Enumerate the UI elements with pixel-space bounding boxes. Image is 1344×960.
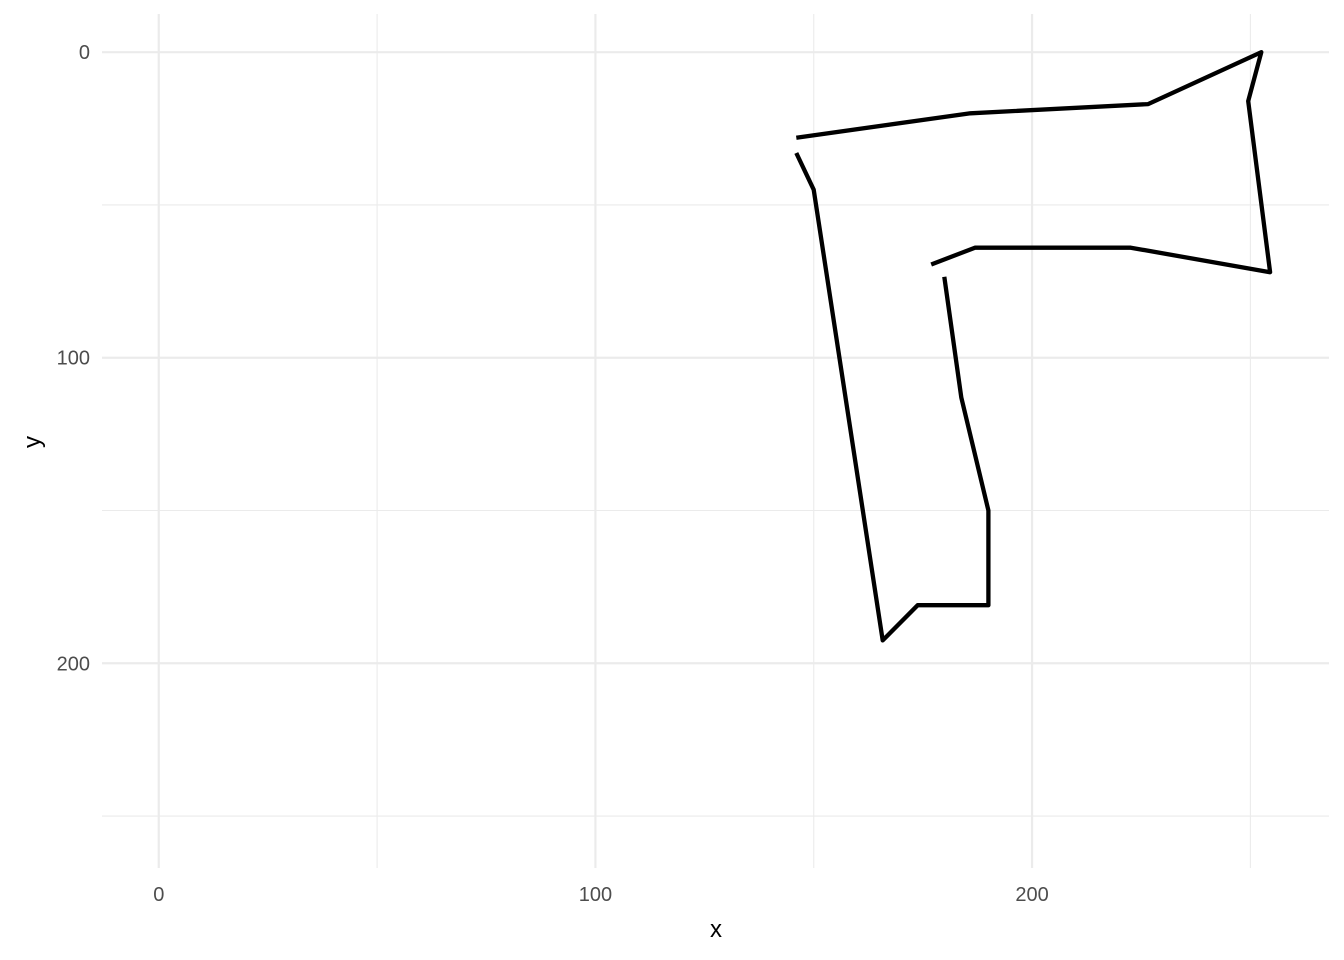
major-gridlines (102, 14, 1329, 868)
y-axis-title: y (19, 436, 46, 448)
series-line-2 (794, 152, 991, 643)
x-axis-ticks: 0 100 200 (153, 884, 1049, 906)
y-tick-label: 0 (79, 42, 90, 64)
series-layer (794, 50, 1273, 643)
x-tick-label: 100 (579, 884, 612, 906)
minor-gridlines (102, 14, 1329, 868)
y-tick-label: 100 (57, 348, 90, 370)
x-tick-label: 0 (153, 884, 164, 906)
x-tick-label: 200 (1015, 884, 1048, 906)
y-axis-ticks: 0 100 200 (57, 42, 90, 675)
x-axis-title: x (710, 916, 722, 943)
y-tick-label: 200 (57, 653, 90, 675)
series-line-1 (796, 50, 1273, 275)
